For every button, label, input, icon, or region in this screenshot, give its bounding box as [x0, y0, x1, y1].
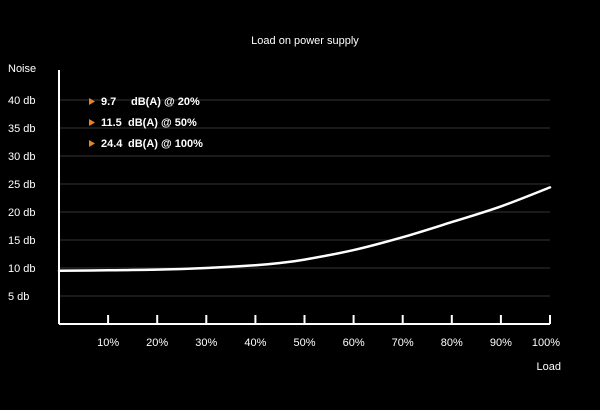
y-tick-label: 15 db [8, 235, 36, 247]
x-tick-label: 100% [532, 337, 560, 349]
y-tick-label: 30 db [8, 151, 36, 163]
annotation-value: 11.5 [101, 117, 122, 129]
annotation-marker [89, 140, 95, 147]
x-tick-label: 40% [244, 337, 266, 349]
x-axis-label: Load [537, 361, 561, 373]
x-tick-label: 60% [343, 337, 365, 349]
grid-lines [59, 99, 550, 297]
y-tick-label: 5 db [8, 291, 29, 303]
x-tick-labels: 10% 20% 30% 40% 50% 60% 70% 80% 90% 100% [97, 315, 560, 349]
series-line [57, 186, 552, 273]
annotation-marker [89, 98, 95, 105]
y-tick-label: 10 db [8, 263, 36, 275]
y-tick-labels: 5 db 10 db 15 db 20 db 25 db 30 db 35 db 40 db [8, 95, 36, 303]
x-tick-label: 30% [195, 337, 217, 349]
annotation-marker [89, 119, 95, 126]
x-tick-label: 70% [392, 337, 414, 349]
series-lines [57, 186, 552, 273]
plot-frame [58, 70, 550, 325]
x-tick-label: 80% [441, 337, 463, 349]
chart-title: Load on power supply [251, 35, 359, 47]
annotation-text: dB(A) @ 20% [131, 96, 200, 108]
y-tick-label: 20 db [8, 207, 36, 219]
annotation-value: 24.4 [101, 138, 123, 150]
x-tick-label: 20% [146, 337, 168, 349]
x-tick-label: 90% [490, 337, 512, 349]
annotations: 9.7 dB(A) @ 20% 11.5 dB(A) @ 50% 24.4 dB(A) @… [89, 96, 203, 150]
y-tick-label: 40 db [8, 95, 36, 107]
x-tick-label: 10% [97, 337, 119, 349]
y-axis-label: Noise [8, 63, 36, 75]
annotation-value: 9.7 [101, 96, 116, 108]
x-tick-label: 50% [293, 337, 315, 349]
annotation-text: dB(A) @ 50% [128, 117, 197, 129]
annotation-text: dB(A) @ 100% [128, 138, 203, 150]
y-tick-label: 35 db [8, 123, 36, 135]
y-tick-label: 25 db [8, 179, 36, 191]
